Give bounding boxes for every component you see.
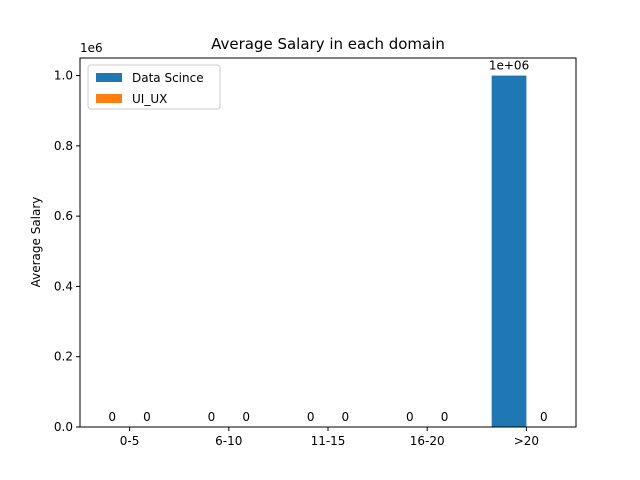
data-label: 1e+06 [489,59,529,73]
y-tick-label: 0.8 [54,139,73,153]
data-label: 0 [307,410,315,424]
data-label: 0 [540,410,548,424]
data-label: 0 [143,410,151,424]
data-label: 0 [242,410,250,424]
y-axis-label: Average Salary [29,197,43,288]
y-tick-label: 0.2 [54,350,73,364]
data-label: 0 [406,410,414,424]
x-tick-label: >20 [514,434,539,448]
data-label: 0 [108,410,116,424]
x-tick-label: 0-5 [120,434,140,448]
y-offset-text: 1e6 [80,41,103,55]
data-label: 0 [208,410,216,424]
y-tick-label: 0.6 [54,209,73,223]
x-tick-label: 6-10 [215,434,242,448]
y-tick-label: 1.0 [54,69,73,83]
legend-swatch [96,73,122,82]
y-tick-label: 0.0 [54,420,73,434]
x-tick-label: 11-15 [311,434,346,448]
y-tick-label: 0.4 [54,279,73,293]
data-label: 0 [441,410,449,424]
legend-swatch [96,94,122,103]
bar-data-scince-4 [491,75,527,428]
chart-title: Average Salary in each domain [211,35,445,53]
data-label: 0 [342,410,350,424]
x-tick-label: 16-20 [410,434,445,448]
legend-label: Data Scince [132,71,204,85]
plot-area: 0 0 0 01e+060 0 0 0 00-5 6-10 11-15 16-20 >200.00.2… [54,57,577,448]
legend-label: UI_UX [132,92,167,106]
